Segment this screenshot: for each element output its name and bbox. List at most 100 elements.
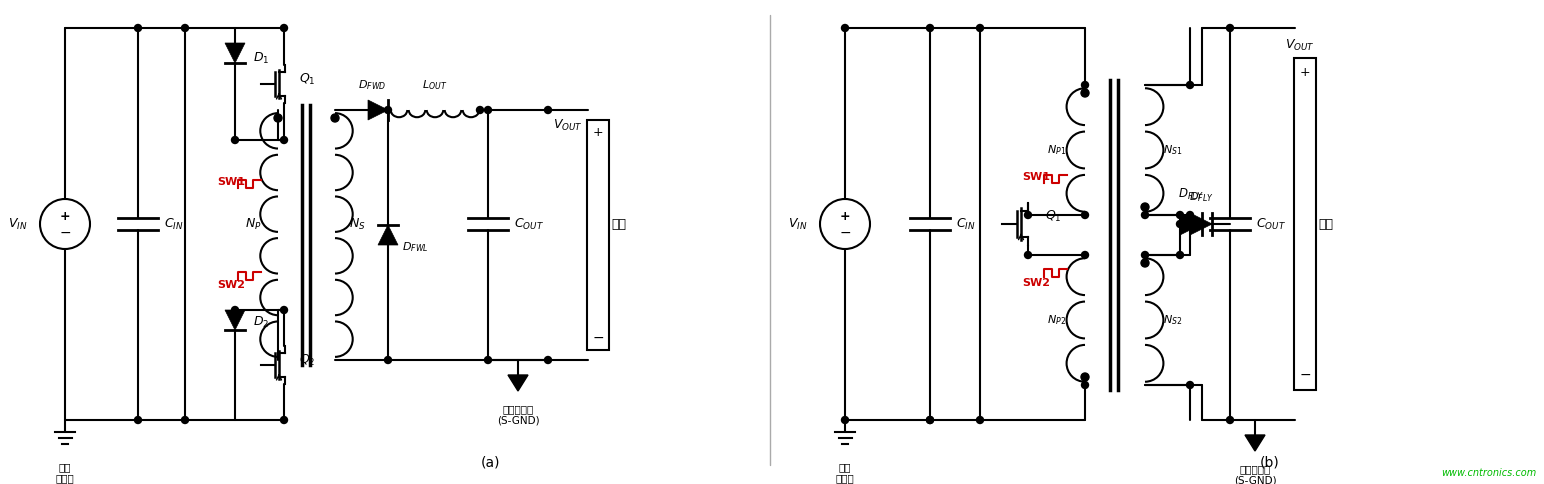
Circle shape — [1177, 252, 1184, 258]
Text: $Q_1$: $Q_1$ — [1045, 209, 1062, 224]
Circle shape — [1081, 381, 1089, 389]
Text: +: + — [840, 211, 851, 224]
Circle shape — [232, 136, 238, 143]
Text: 初级
側接地
(P-GND): 初级 側接地 (P-GND) — [824, 462, 866, 484]
Text: $Q_1$: $Q_1$ — [300, 72, 315, 87]
Polygon shape — [225, 43, 245, 63]
Text: $Q_2$: $Q_2$ — [300, 352, 315, 367]
Text: $N_P$: $N_P$ — [244, 216, 261, 231]
Text: (b): (b) — [1260, 455, 1280, 469]
Text: $C_{OUT}$: $C_{OUT}$ — [1255, 216, 1286, 231]
Circle shape — [841, 417, 849, 424]
Text: SW2: SW2 — [218, 280, 245, 290]
Circle shape — [134, 25, 142, 31]
Text: $N_{S2}$: $N_{S2}$ — [1163, 313, 1183, 327]
Circle shape — [926, 25, 934, 31]
Circle shape — [384, 357, 392, 363]
Polygon shape — [367, 100, 388, 120]
Circle shape — [232, 306, 238, 314]
Circle shape — [1186, 81, 1194, 89]
Text: +: + — [1300, 66, 1311, 79]
Circle shape — [841, 25, 849, 31]
Circle shape — [384, 106, 392, 114]
Circle shape — [281, 136, 287, 143]
Circle shape — [1186, 381, 1194, 389]
Circle shape — [1226, 417, 1234, 424]
Circle shape — [1081, 252, 1089, 258]
Text: SW1: SW1 — [1022, 172, 1050, 182]
Circle shape — [1141, 203, 1149, 211]
Text: +: + — [593, 125, 604, 138]
Bar — [587, 120, 608, 350]
Circle shape — [1025, 252, 1031, 258]
Circle shape — [1177, 212, 1184, 218]
Text: $N_{P2}$: $N_{P2}$ — [1047, 313, 1067, 327]
Circle shape — [545, 106, 551, 114]
Text: www.cntronics.com: www.cntronics.com — [1441, 468, 1536, 478]
Text: $D_{FWD}$: $D_{FWD}$ — [358, 78, 386, 92]
Text: 次级側接地
(S-GND): 次级側接地 (S-GND) — [1234, 464, 1277, 484]
Text: $D_{FLY}$: $D_{FLY}$ — [1178, 187, 1204, 202]
Circle shape — [1141, 259, 1149, 267]
Text: +: + — [60, 211, 71, 224]
Circle shape — [1081, 212, 1089, 218]
Circle shape — [1081, 89, 1089, 97]
Circle shape — [485, 357, 491, 363]
Text: $C_{IN}$: $C_{IN}$ — [164, 216, 184, 231]
Text: $L_{OUT}$: $L_{OUT}$ — [423, 78, 448, 92]
Text: $D_2$: $D_2$ — [253, 315, 269, 330]
Circle shape — [976, 417, 984, 424]
Circle shape — [273, 114, 283, 122]
Circle shape — [182, 417, 188, 424]
Circle shape — [926, 417, 934, 424]
Text: SW1: SW1 — [218, 177, 245, 187]
Circle shape — [1226, 25, 1234, 31]
Circle shape — [1081, 81, 1089, 89]
Bar — [1294, 58, 1315, 390]
Circle shape — [485, 106, 491, 114]
Circle shape — [1141, 212, 1149, 218]
Circle shape — [1141, 252, 1149, 258]
Circle shape — [281, 25, 287, 31]
Polygon shape — [1180, 213, 1201, 235]
Circle shape — [1025, 212, 1031, 218]
Text: (a): (a) — [480, 455, 500, 469]
Text: −: − — [59, 226, 71, 240]
Text: $N_{P1}$: $N_{P1}$ — [1047, 143, 1067, 157]
Polygon shape — [1244, 435, 1265, 451]
Text: $D_{FWL}$: $D_{FWL}$ — [401, 240, 429, 254]
Circle shape — [182, 25, 188, 31]
Circle shape — [477, 106, 483, 114]
Circle shape — [281, 417, 287, 424]
Text: 负载: 负载 — [1319, 217, 1332, 230]
Text: $D_{FLY}$: $D_{FLY}$ — [1189, 190, 1214, 204]
Circle shape — [976, 25, 984, 31]
Text: $V_{OUT}$: $V_{OUT}$ — [1285, 38, 1315, 53]
Circle shape — [281, 306, 287, 314]
Polygon shape — [378, 225, 398, 245]
Polygon shape — [225, 310, 245, 330]
Text: 负载: 负载 — [611, 217, 625, 230]
Text: SW2: SW2 — [1022, 278, 1050, 288]
Text: $C_{OUT}$: $C_{OUT}$ — [514, 216, 543, 231]
Circle shape — [1081, 373, 1089, 381]
Text: $C_{IN}$: $C_{IN}$ — [956, 216, 976, 231]
Text: −: − — [593, 331, 604, 345]
Text: −: − — [1299, 368, 1311, 382]
Text: $V_{IN}$: $V_{IN}$ — [787, 216, 808, 231]
Circle shape — [1186, 212, 1194, 218]
Text: 次级側接地
(S-GND): 次级側接地 (S-GND) — [497, 404, 539, 425]
Circle shape — [545, 357, 551, 363]
Text: $D_1$: $D_1$ — [253, 50, 269, 65]
Circle shape — [926, 417, 934, 424]
Polygon shape — [508, 375, 528, 391]
Text: $N_S$: $N_S$ — [349, 216, 366, 231]
Text: $V_{OUT}$: $V_{OUT}$ — [553, 118, 582, 133]
Circle shape — [330, 114, 340, 122]
Polygon shape — [1190, 213, 1212, 235]
Circle shape — [134, 417, 142, 424]
Circle shape — [1177, 221, 1184, 227]
Text: $V_{IN}$: $V_{IN}$ — [8, 216, 26, 231]
Text: −: − — [840, 226, 851, 240]
Text: $N_{S1}$: $N_{S1}$ — [1163, 143, 1183, 157]
